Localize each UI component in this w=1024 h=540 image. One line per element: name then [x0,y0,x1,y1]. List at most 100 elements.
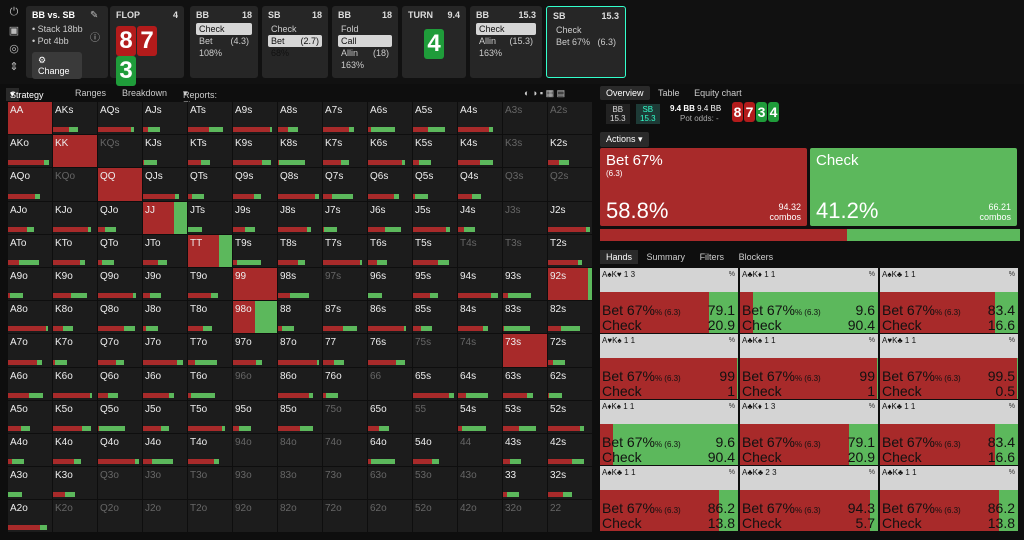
hand-cell[interactable]: 66 [368,367,413,401]
hand-cell[interactable]: T9o [188,267,233,302]
hand-cell[interactable]: JJ [143,201,188,235]
street-box[interactable]: SB 18 Check Bet 68% (2.7) [262,6,328,78]
street-action[interactable]: Check [476,23,536,35]
combo-cell[interactable]: A♣K♦ 1 1% Bet 67%% (6.3) 9.6 Check 90.4 [740,268,878,333]
align-icon[interactable]: ⇕ [9,61,19,73]
hand-cell[interactable]: 83o [278,467,323,501]
hand-cell[interactable]: Q9s [233,168,278,202]
street-action[interactable]: Bet 108% (4.3) [196,35,252,58]
bet-action-card[interactable]: Bet 67% (6.3) 58.8% 94.32 combos [600,148,807,226]
street-box[interactable]: BB 18 Fold Call Allin 163% (18) [332,6,398,78]
hand-cell[interactable]: K7s [323,135,368,169]
hand-cell[interactable]: A9o [8,267,53,302]
combo-cell[interactable]: A♦K♠ 1 1% Bet 67%% (6.3) 9.6 Check 90.4 [600,400,738,465]
hand-cell[interactable]: Q2s [548,168,593,202]
hand-cell[interactable]: 62s [548,367,593,401]
hand-cell[interactable]: Q8s [278,168,323,202]
hand-cell[interactable]: QTo [98,234,143,268]
hand-cell[interactable]: A2s [548,102,593,136]
hand-cell[interactable]: 83s [503,301,548,335]
hand-cell[interactable]: KQo [53,168,98,202]
hand-cell[interactable]: K2s [548,135,593,169]
hand-cell[interactable]: K4o [53,433,98,468]
hand-cell[interactable]: 84o [278,433,323,468]
hand-cell[interactable]: KQs [98,135,143,169]
hand-cell[interactable]: 76o [323,367,368,401]
flop-box[interactable]: FLOP 4 8 73 [110,6,184,86]
hand-cell[interactable]: QQ [98,168,143,202]
hand-cell[interactable]: K5s [413,135,458,169]
hand-cell[interactable]: A5o [8,400,53,434]
hand-cell[interactable]: T6s [368,234,413,268]
combo-cell[interactable]: A♥K♣ 1 1% Bet 67%% (6.3) 99.5 Check 0.5 [880,334,1018,399]
hand-cell[interactable]: K3s [503,135,548,169]
power-icon[interactable]: ⏻ [9,6,19,18]
hand-cell[interactable]: 55 [413,400,458,434]
hand-cell[interactable]: J2s [548,201,593,235]
hand-cell[interactable]: 97o [233,334,278,368]
hand-cell[interactable]: J6o [143,367,188,401]
hand-cell[interactable]: AKo [8,135,53,169]
hand-cell[interactable]: QTs [188,168,233,202]
hand-cell[interactable]: J7s [323,201,368,235]
hand-cell[interactable]: T3s [503,234,548,268]
hand-cell[interactable]: 92o [233,500,278,534]
hand-cell[interactable]: 33 [503,467,548,501]
street-action[interactable]: Bet 68% (2.7) [268,35,322,58]
tab-filters[interactable]: Filters [699,252,725,262]
hand-cell[interactable]: 74o [323,433,368,468]
hand-cell[interactable]: AJo [8,201,53,235]
hand-cell[interactable]: 52s [548,400,593,434]
hand-cell[interactable]: Q6s [368,168,413,202]
hand-cell[interactable]: ATs [188,102,233,136]
hand-cell[interactable]: 63o [368,467,413,501]
hand-cell[interactable]: JTs [188,201,233,235]
hand-cell[interactable]: 82o [278,500,323,534]
hand-cell[interactable]: AQs [98,102,143,136]
tab-equity-chart[interactable]: Equity chart [694,88,742,98]
check-action-card[interactable]: Check 41.2% 66.21 combos [810,148,1017,226]
hand-cell[interactable]: T8o [188,301,233,335]
hand-cell[interactable]: Q6o [98,367,143,401]
hand-cell[interactable]: J2o [143,500,188,534]
hand-cell[interactable]: QJo [98,201,143,235]
hand-cell[interactable]: J3o [143,467,188,501]
hand-cell[interactable]: J8s [278,201,323,235]
hand-cell[interactable]: AJs [143,102,188,136]
hand-cell[interactable]: A3o [8,467,53,501]
hand-cell[interactable]: 76s [368,334,413,368]
hand-cell[interactable]: 64s [458,367,503,401]
hand-cell[interactable]: 95o [233,400,278,434]
hand-cell[interactable]: 62o [368,500,413,534]
hand-cell[interactable]: 96o [233,367,278,401]
hand-cell[interactable]: Q7s [323,168,368,202]
hand-cell[interactable]: J8o [143,301,188,335]
hand-cell[interactable]: 94o [233,433,278,468]
hand-cell[interactable]: Q5s [413,168,458,202]
hand-cell[interactable]: Q9o [98,267,143,302]
hand-cell[interactable]: T4s [458,234,503,268]
hand-cell[interactable]: J4s [458,201,503,235]
hand-cell[interactable]: 72o [323,500,368,534]
hand-cell[interactable]: 32s [548,467,593,501]
hand-cell[interactable]: 99 [233,267,278,302]
hand-cell[interactable]: 43o [458,467,503,501]
street-box[interactable]: TURN 9.4 4 [402,6,466,78]
hand-cell[interactable]: A8s [278,102,323,136]
tab-ranges[interactable]: Ranges [75,88,107,98]
hand-cell[interactable]: 43s [503,433,548,468]
street-action[interactable]: Check [268,23,322,35]
hand-cell[interactable]: T5s [413,234,458,268]
hand-cell[interactable]: AA [8,102,53,136]
hand-cell[interactable]: 86o [278,367,323,401]
hand-cell[interactable]: 93s [503,267,548,302]
hand-cell[interactable]: KJs [143,135,188,169]
hand-cell[interactable]: A6o [8,367,53,401]
hand-cell[interactable]: T6o [188,367,233,401]
hand-cell[interactable]: 54o [413,433,458,468]
hand-cell[interactable]: KTo [53,234,98,268]
hand-cell[interactable]: 98s [278,267,323,302]
hand-cell[interactable]: 86s [368,301,413,335]
hand-cell[interactable]: 77 [323,334,368,368]
hand-cell[interactable]: 85o [278,400,323,434]
